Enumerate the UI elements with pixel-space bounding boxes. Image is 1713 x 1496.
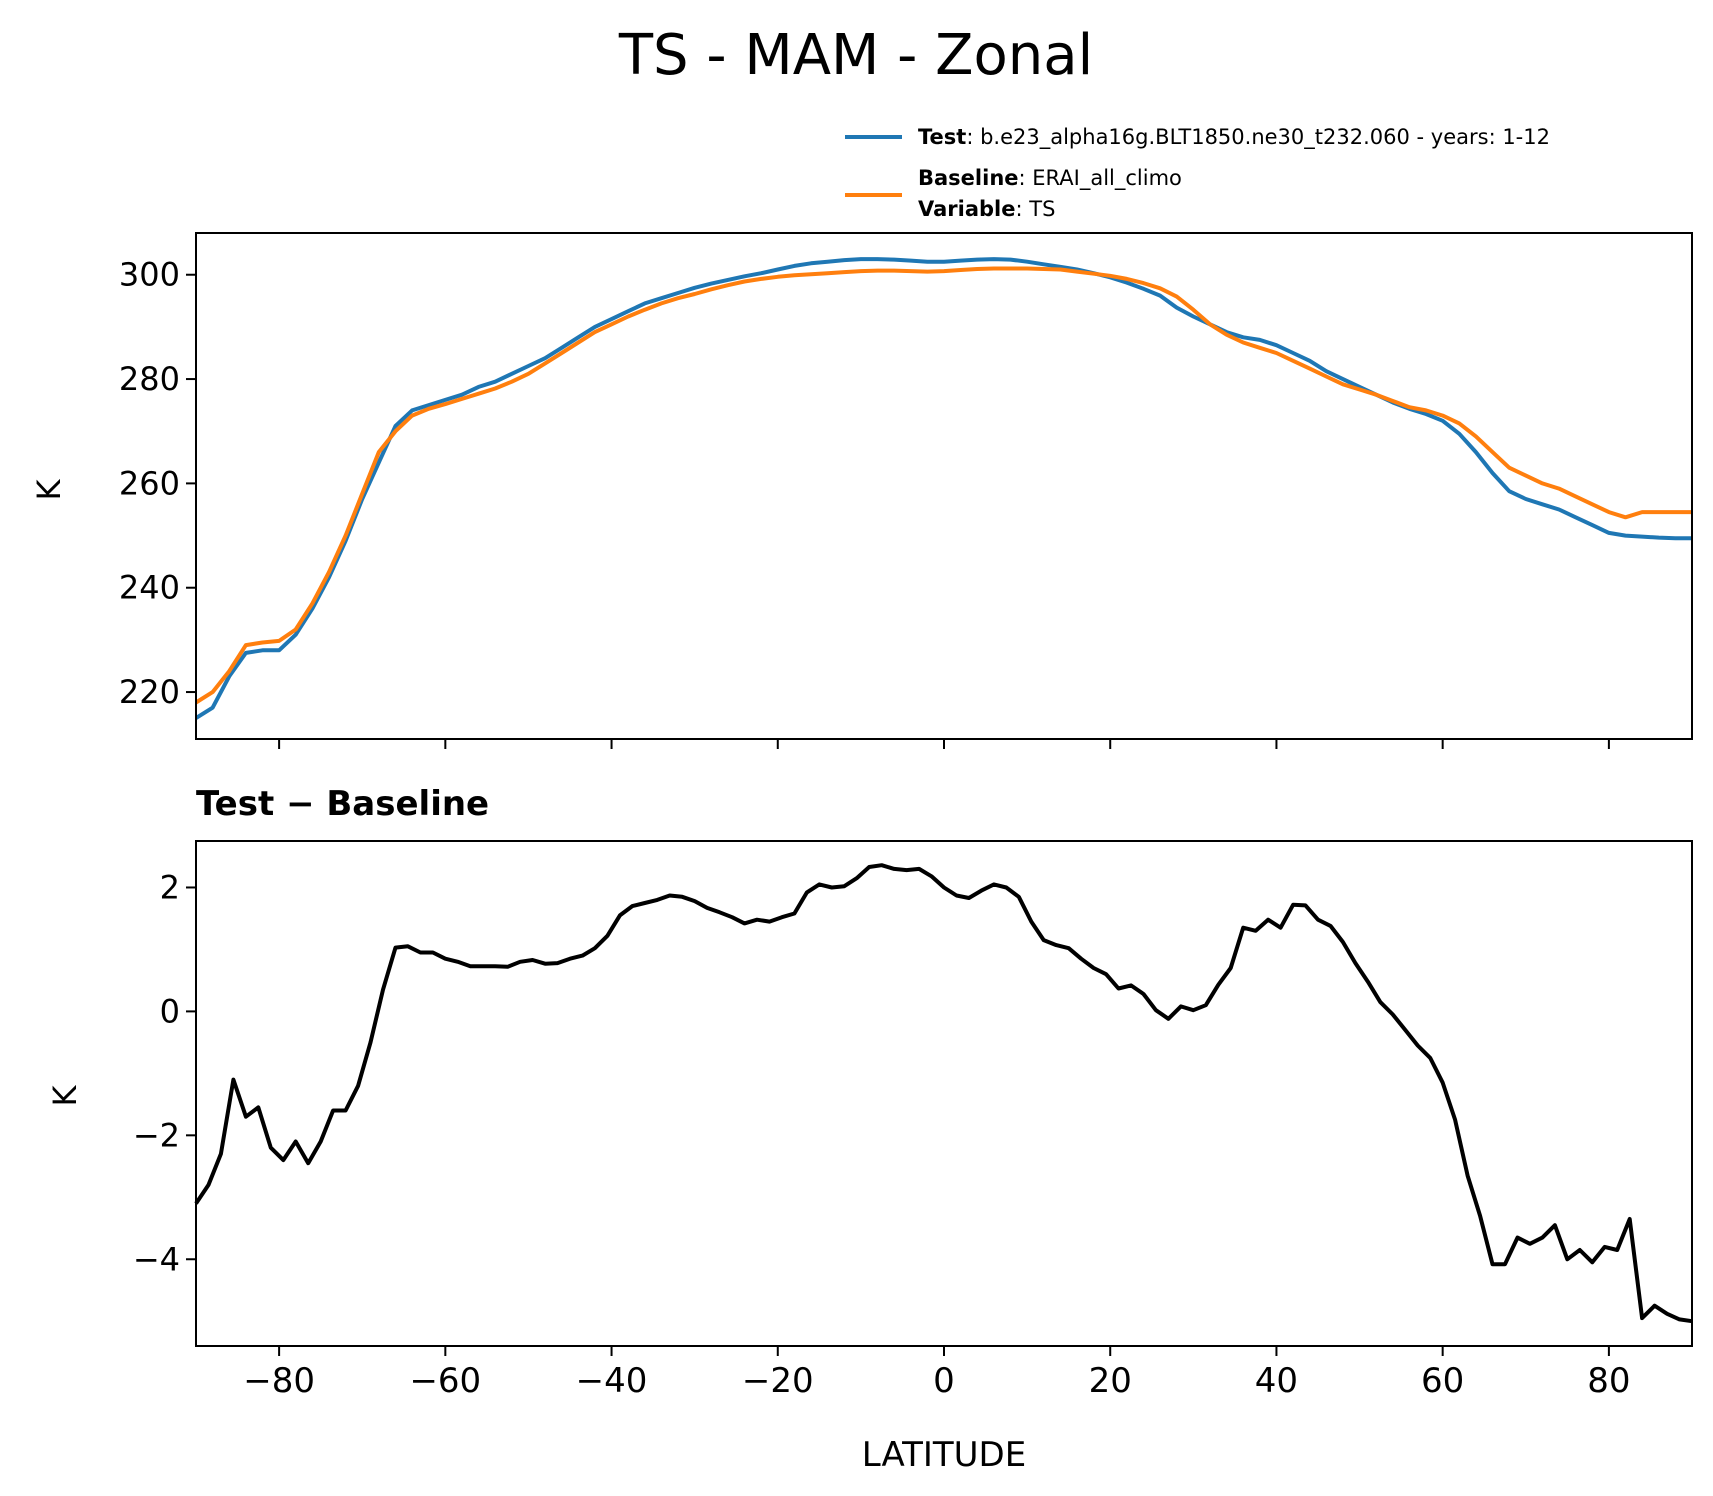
top-y-tick-label: 220 (119, 673, 180, 711)
top-series-baseline (194, 266, 1692, 705)
bottom-ylabel: K (46, 1084, 84, 1106)
bottom-xlabel: LATITUDE (862, 1435, 1026, 1475)
top-axes-frame (195, 232, 1693, 740)
bottom-y-tick-label: 0 (160, 992, 180, 1030)
bottom-y-ticks: −4 −2 0 2 (133, 868, 196, 1278)
legend-entry-test: Test: b.e23_alpha16g.BLT1850.ne30_t232.0… (918, 125, 1550, 150)
bottom-panel: Test − Baseline K −4−202 −80 −60 −40 −20 0 20… (46, 784, 1693, 1475)
bottom-x-tick-label: 20 (1089, 1361, 1132, 1401)
legend-entry-variable: Variable: TS (918, 197, 1055, 221)
bottom-series (194, 863, 1693, 1324)
bottom-axes-frame (195, 840, 1693, 1347)
top-y-tick-label: 300 (119, 256, 180, 294)
bottom-x-tick-label: −80 (243, 1361, 315, 1401)
bottom-x-tick-label: −20 (742, 1361, 814, 1401)
legend-variable-key: Variable (918, 197, 1015, 221)
legend-baseline-value: : ERAI_all_climo (1019, 166, 1182, 191)
top-y-tick-label: 240 (119, 569, 180, 607)
bottom-x-tick-label: 40 (1255, 1361, 1298, 1401)
bottom-x-tick-label: 0 (933, 1361, 955, 1401)
top-panel: K 220 240 260 280 300 (30, 232, 1693, 749)
legend-test-key: Test (918, 125, 966, 149)
bottom-x-tick-label: −60 (409, 1361, 481, 1401)
top-y-tick-label: 280 (119, 360, 180, 398)
legend: Test: b.e23_alpha16g.BLT1850.ne30_t232.0… (845, 125, 1550, 221)
legend-test-value: : b.e23_alpha16g.BLT1850.ne30_t232.060 -… (966, 125, 1550, 150)
bottom-panel-title: Test − Baseline (196, 784, 489, 824)
bottom-y-tick-label: 2 (160, 868, 180, 906)
top-y-tick-label: 260 (119, 464, 180, 502)
bottom-x-tick-label: 60 (1421, 1361, 1464, 1401)
top-y-ticks: 220 240 260 280 300 (119, 256, 196, 711)
bottom-series-line (194, 863, 1693, 1324)
figure-title: TS - MAM - Zonal (618, 23, 1093, 88)
top-series (194, 257, 1692, 720)
top-series-test (194, 257, 1692, 720)
bottom-x-ticks: −80 −60 −40 −20 0 20 40 60 80 (243, 1346, 1631, 1401)
top-x-ticks (278, 739, 1610, 749)
legend-baseline-key: Baseline (918, 166, 1019, 190)
legend-variable-value: : TS (1015, 197, 1055, 221)
bottom-y-tick-label: −4 (133, 1240, 180, 1278)
top-ylabel: K (30, 478, 68, 500)
bottom-x-tick-label: 80 (1587, 1361, 1630, 1401)
bottom-y-tick-label: −2 (133, 1116, 180, 1154)
bottom-x-tick-label: −40 (576, 1361, 648, 1401)
legend-entry-baseline: Baseline: ERAI_all_climo (918, 166, 1182, 191)
